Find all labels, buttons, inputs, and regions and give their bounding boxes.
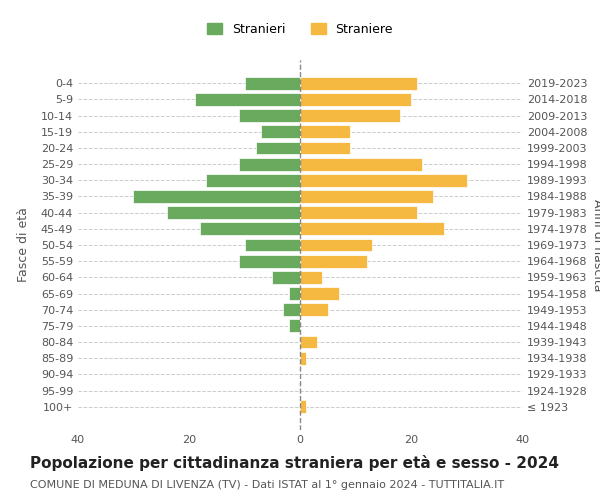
Text: Popolazione per cittadinanza straniera per età e sesso - 2024: Popolazione per cittadinanza straniera p…	[30, 455, 559, 471]
Y-axis label: Fasce di età: Fasce di età	[17, 208, 29, 282]
Bar	[300, 93, 411, 106]
Bar	[300, 174, 467, 187]
Bar	[300, 303, 328, 316]
Bar	[300, 271, 322, 284]
Bar	[289, 287, 300, 300]
Legend: Stranieri, Straniere: Stranieri, Straniere	[202, 18, 398, 41]
Bar	[283, 303, 300, 316]
Bar	[133, 190, 300, 203]
Bar	[194, 93, 300, 106]
Bar	[272, 271, 300, 284]
Bar	[206, 174, 300, 187]
Bar	[300, 190, 433, 203]
Bar	[200, 222, 300, 235]
Bar	[256, 142, 300, 154]
Y-axis label: Anni di nascita: Anni di nascita	[591, 198, 600, 291]
Bar	[167, 206, 300, 219]
Bar	[239, 158, 300, 170]
Bar	[300, 126, 350, 138]
Bar	[245, 238, 300, 252]
Bar	[300, 206, 416, 219]
Bar	[300, 142, 350, 154]
Bar	[300, 254, 367, 268]
Bar	[300, 109, 400, 122]
Bar	[300, 352, 305, 364]
Bar	[239, 254, 300, 268]
Bar	[289, 320, 300, 332]
Bar	[300, 158, 422, 170]
Bar	[300, 400, 305, 413]
Bar	[239, 109, 300, 122]
Bar	[300, 287, 339, 300]
Bar	[300, 77, 416, 90]
Bar	[245, 77, 300, 90]
Bar	[300, 336, 317, 348]
Text: COMUNE DI MEDUNA DI LIVENZA (TV) - Dati ISTAT al 1° gennaio 2024 - TUTTITALIA.IT: COMUNE DI MEDUNA DI LIVENZA (TV) - Dati …	[30, 480, 504, 490]
Bar	[300, 238, 372, 252]
Bar	[300, 222, 444, 235]
Bar	[261, 126, 300, 138]
